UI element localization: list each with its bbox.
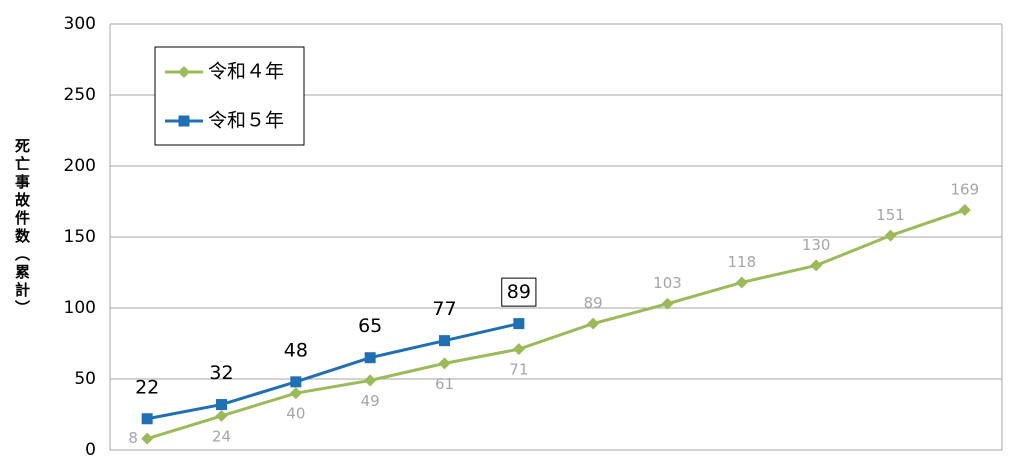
y-axis-label: 死亡事故件数（累計） (13, 138, 31, 318)
data-point (438, 357, 451, 370)
data-point (364, 374, 377, 387)
data-point (439, 335, 450, 347)
data-point (141, 432, 154, 445)
data-point (364, 352, 376, 364)
data-point (141, 413, 153, 425)
y-tick-label: 200 (64, 156, 96, 176)
data-label: 32 (209, 362, 233, 384)
data-point (661, 297, 674, 310)
data-label: 103 (653, 274, 682, 292)
data-label: 24 (212, 427, 231, 445)
data-point (958, 204, 971, 217)
y-tick-label: 50 (74, 369, 96, 389)
y-tick-label: 150 (64, 227, 96, 247)
data-label: 65 (358, 315, 382, 337)
data-label: 48 (284, 339, 308, 361)
y-tick-label: 300 (64, 14, 96, 34)
data-point (289, 387, 302, 400)
label-box (501, 277, 537, 307)
series-line (146, 208, 966, 441)
data-point (587, 317, 600, 330)
legend-label: 令和５年 (208, 110, 284, 132)
data-label: 89 (507, 281, 531, 303)
data-label: 40 (286, 405, 305, 423)
data-point (215, 409, 228, 422)
data-label: 89 (584, 294, 603, 312)
legend-label: 令和４年 (208, 61, 284, 83)
data-point (735, 276, 748, 289)
data-label: 8 (128, 429, 138, 447)
data-label: 71 (509, 361, 528, 379)
data-label: 61 (435, 375, 454, 393)
y-tick-label: 250 (64, 85, 96, 105)
data-point (178, 115, 190, 127)
data-point (512, 343, 525, 356)
data-point (884, 229, 897, 242)
data-label: 151 (876, 206, 905, 224)
series-line (146, 322, 520, 421)
data-point (810, 259, 823, 272)
data-point (178, 66, 190, 78)
data-label: 22 (135, 376, 159, 398)
data-label: 130 (802, 236, 831, 254)
data-label: 118 (728, 253, 757, 271)
y-tick-label: 100 (64, 298, 96, 318)
data-point (216, 399, 227, 411)
legend-box (154, 46, 305, 146)
data-label: 169 (951, 181, 980, 199)
y-tick-label: 0 (85, 440, 96, 460)
data-label: 49 (361, 392, 380, 410)
data-point (290, 376, 302, 388)
data-point (513, 318, 525, 330)
data-label: 77 (432, 298, 456, 320)
